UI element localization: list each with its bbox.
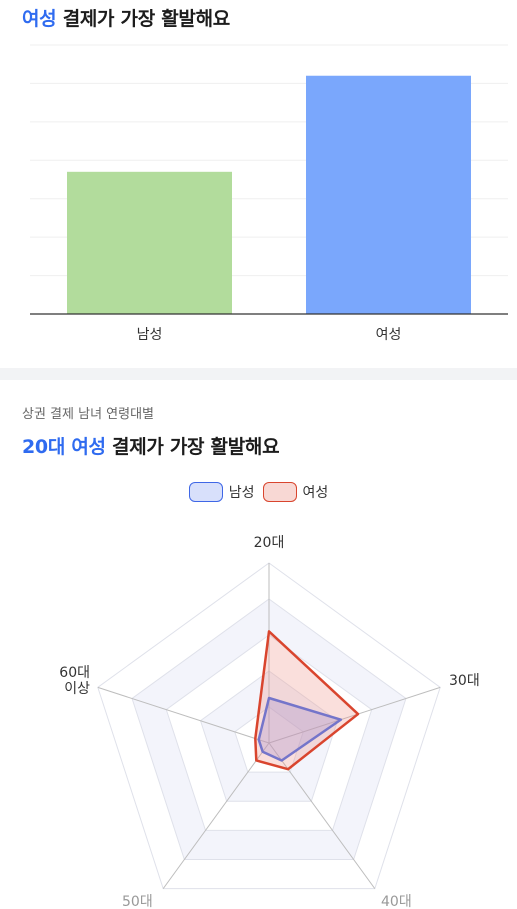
gender-title-highlight: 여성 (22, 8, 57, 30)
legend-label-female: 여성 (302, 485, 329, 501)
gender-card: 여성 결제가 가장 활발해요 남성 여성 (0, 0, 517, 368)
legend-swatch-male (188, 482, 223, 502)
legend-swatch-female (262, 482, 297, 502)
legend-item-male[interactable]: 남성 (188, 482, 255, 502)
gender-bar-chart: 남성 여성 (30, 44, 508, 343)
age-title: 20대 여성 결제가 가장 활발해요 (22, 432, 280, 459)
age-title-highlight: 20대 여성 (22, 436, 106, 458)
age-card (0, 380, 517, 909)
bar-female (306, 75, 471, 314)
bar-male (67, 171, 232, 314)
bar-tick-label-0: 남성 (137, 327, 163, 343)
radar-legend: 남성 여성 (0, 482, 517, 502)
gender-title-rest: 결제가 가장 활발해요 (56, 8, 231, 30)
age-subtitle: 상권 결제 남녀 연령대별 (22, 407, 154, 422)
legend-label-male: 남성 (228, 485, 255, 501)
legend-item-female[interactable]: 여성 (262, 482, 329, 502)
gender-title: 여성 결제가 가장 활발해요 (22, 4, 230, 31)
bar-tick-label-1: 여성 (376, 327, 402, 343)
age-title-rest: 결제가 가장 활발해요 (105, 436, 280, 458)
section-divider (0, 368, 517, 380)
